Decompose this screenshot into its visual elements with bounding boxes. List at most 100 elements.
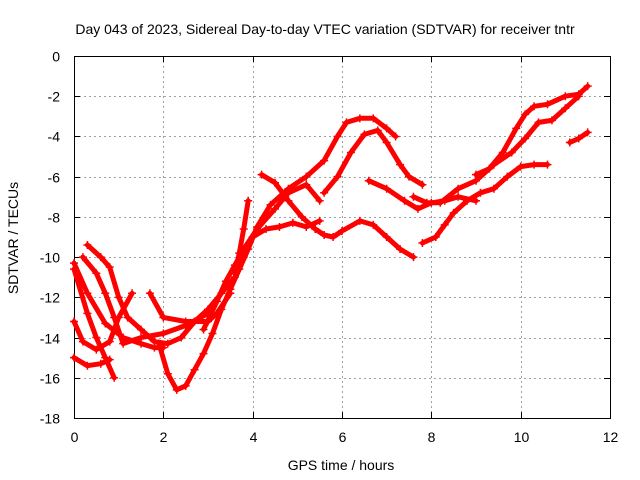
data-point-plus-marker <box>418 239 427 248</box>
data-point-plus-marker <box>78 337 87 346</box>
data-point-plus-marker <box>271 178 279 187</box>
data-point-plus-marker <box>574 134 583 143</box>
data-point-plus-marker <box>338 226 346 235</box>
data-point-plus-marker <box>396 245 405 254</box>
data-point-plus-marker <box>543 160 552 169</box>
y-tick-label: -14 <box>40 331 60 347</box>
data-point-plus-marker <box>208 329 217 338</box>
data-point-plus-marker <box>221 277 230 286</box>
data-point-plus-marker <box>110 373 119 382</box>
data-point-plus-marker <box>583 128 592 137</box>
data-point-plus-marker <box>159 313 168 322</box>
data-point-plus-marker <box>83 309 92 318</box>
data-point-plus-marker <box>440 220 449 229</box>
data-point-plus-marker <box>101 289 110 298</box>
grid <box>74 56 610 418</box>
data-point-plus-marker <box>454 192 463 201</box>
data-point-plus-marker <box>217 305 226 314</box>
data-point-plus-marker <box>516 162 525 171</box>
data-point-plus-marker <box>454 184 463 193</box>
data-point-plus-marker <box>373 126 382 135</box>
data-point-plus-marker <box>333 132 342 141</box>
data-point-plus-marker <box>503 172 512 181</box>
data-point-plus-marker <box>212 297 221 306</box>
data-point-plus-marker <box>355 216 364 225</box>
data-point-plus-marker <box>346 148 355 157</box>
data-point-plus-marker <box>472 170 480 179</box>
data-point-plus-marker <box>534 118 543 127</box>
data-point-plus-marker <box>271 204 279 213</box>
data-point-plus-marker <box>105 263 114 272</box>
data-point-plus-marker <box>574 90 583 99</box>
data-point-plus-marker <box>449 208 458 217</box>
data-point-plus-marker <box>489 184 498 193</box>
data-point-plus-marker <box>382 233 391 241</box>
data-point-plus-marker <box>476 188 485 197</box>
data-point-plus-marker <box>70 353 78 362</box>
series-line <box>259 172 416 260</box>
data-point-plus-marker <box>463 196 472 205</box>
series-arc-8 <box>154 114 400 394</box>
x-tick-label: 6 <box>339 429 347 445</box>
data-point-plus-marker <box>422 198 431 207</box>
data-point-plus-marker <box>172 385 181 394</box>
data-point-plus-marker <box>96 253 105 262</box>
data-point-plus-marker <box>565 138 574 147</box>
data-point-plus-marker <box>119 339 128 348</box>
data-point-plus-marker <box>431 233 440 241</box>
data-point-plus-marker <box>360 130 369 139</box>
data-point-plus-marker <box>530 160 539 169</box>
series-arc-6 <box>83 216 324 348</box>
data-point-plus-marker <box>329 233 338 241</box>
data-point-plus-marker <box>288 218 297 227</box>
data-point-plus-marker <box>315 216 324 225</box>
data-point-plus-marker <box>181 317 190 326</box>
data-point-plus-marker <box>561 104 570 113</box>
data-point-plus-marker <box>96 359 105 368</box>
data-point-plus-marker <box>302 172 311 181</box>
data-point-plus-marker <box>512 124 521 133</box>
data-point-plus-marker <box>369 114 378 123</box>
series-arc-15 <box>418 160 552 248</box>
data-point-plus-marker <box>284 188 293 197</box>
axis-ticks: 0 2 4 6 8 10 12 0 -2 -4 -6 -8 -10 -12 -14 -16 -18 <box>40 49 619 446</box>
data-point-plus-marker <box>485 164 494 173</box>
data-point-plus-marker <box>382 124 391 133</box>
y-tick-label: -12 <box>40 290 60 306</box>
data-point-plus-marker <box>137 325 145 334</box>
data-point-plus-marker <box>145 289 154 298</box>
y-axis-label: SDTVAR / TECUs <box>5 182 21 294</box>
data-point-plus-marker <box>284 196 293 205</box>
data-point-plus-marker <box>137 333 145 342</box>
x-tick-label: 0 <box>71 429 79 445</box>
x-tick-label: 10 <box>514 429 530 445</box>
data-point-plus-marker <box>230 269 239 278</box>
data-point-plus-marker <box>92 345 101 354</box>
chart-title: Day 043 of 2023, Sidereal Day-to-day VTE… <box>75 21 575 37</box>
series-line <box>473 83 591 178</box>
data-point-plus-marker <box>83 361 92 370</box>
y-tick-label: -6 <box>48 170 61 186</box>
data-point-plus-marker <box>177 333 186 342</box>
data-point-plus-marker <box>400 196 409 205</box>
data-point-plus-marker <box>105 337 114 346</box>
data-point-plus-marker <box>70 265 78 274</box>
data-point-plus-marker <box>235 249 244 258</box>
data-point-plus-marker <box>342 118 351 127</box>
x-tick-label: 12 <box>603 429 619 445</box>
data-point-plus-marker <box>302 180 311 189</box>
data-point-plus-marker <box>507 148 516 157</box>
data-point-plus-marker <box>199 349 208 358</box>
data-point-plus-marker <box>297 212 306 221</box>
data-point-plus-marker <box>244 196 253 205</box>
data-point-plus-marker <box>114 293 123 302</box>
series-line <box>71 290 135 353</box>
data-point-plus-marker <box>311 224 320 233</box>
data-point-plus-marker <box>391 132 400 141</box>
data-point-plus-marker <box>83 241 92 250</box>
y-tick-label: -10 <box>40 250 60 266</box>
data-point-plus-marker <box>333 172 342 181</box>
data-point-plus-marker <box>369 220 378 229</box>
series-line <box>156 115 399 393</box>
